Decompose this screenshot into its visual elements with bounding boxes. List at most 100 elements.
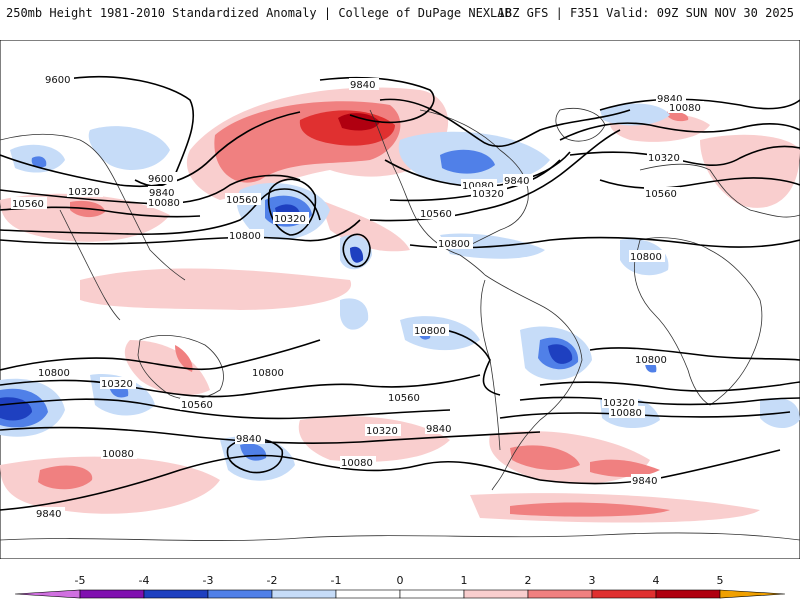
contour-label-10320: 10320 [603, 398, 635, 409]
anomaly-pos-atlantic-spot [665, 111, 689, 122]
contour-label-10080: 10080 [610, 408, 642, 419]
colorbar-bin [335, 589, 401, 599]
colorbar-bin [143, 589, 209, 599]
colorbar-tick-label: 1 [461, 574, 468, 587]
contour-10800-cutoff [342, 233, 371, 268]
colorbar-bin [591, 589, 657, 599]
anomaly-neg-east-pacific-south [340, 298, 369, 330]
contour-label-10560: 10560 [645, 189, 677, 200]
colorbar-bin [79, 589, 145, 599]
height-contours [0, 75, 800, 511]
colorbar-bin [271, 589, 337, 599]
colorbar-tick-label: -5 [75, 574, 86, 587]
contour-label-10560: 10560 [420, 209, 452, 220]
contour-10560-atlantic [599, 177, 800, 190]
anomaly-pos-south-atlantic-core [510, 445, 580, 471]
coast-asia [0, 133, 186, 321]
contour-10560-south-atlantic [539, 381, 800, 392]
colorbar-bin [527, 589, 593, 599]
contour-label-10800: 10800 [229, 231, 261, 242]
anomaly-neg-subtropical-pacific-core [350, 246, 364, 263]
contour-10320-south-atlantic [519, 396, 800, 406]
colorbar-bin [14, 589, 81, 599]
anomaly-neg-north-atlantic [600, 103, 670, 126]
colorbar-bin [463, 589, 529, 599]
contour-label-9840: 9840 [657, 94, 682, 105]
colorbar-bin [207, 589, 273, 599]
contour-9840-atlantic [599, 98, 800, 111]
colorbar-tick-label: -4 [139, 574, 150, 587]
contour-10560-pacific [0, 188, 321, 235]
contour-label-10560: 10560 [12, 199, 44, 210]
contour-label-10800: 10800 [414, 326, 446, 337]
contour-label-10560: 10560 [226, 195, 258, 206]
contour-10320-atlantic [569, 145, 800, 167]
anomaly-pos-southern-ocean-1-core [38, 465, 93, 490]
coast-north-america [369, 109, 529, 276]
contour-labels: 9600 9840 9840 10080 10320 9600 9840 100… [11, 73, 704, 520]
coastlines [0, 108, 800, 541]
coast-australia [137, 335, 224, 400]
contour-label-10800: 10800 [635, 355, 667, 366]
anomaly-pos-antarctic-core [590, 459, 660, 477]
contour-label-9840: 9840 [149, 188, 174, 199]
contour-label-9600: 9600 [148, 174, 173, 185]
contour-label-10080: 10080 [148, 198, 180, 209]
contour-10080-southern [0, 426, 541, 444]
anomaly-neg-northwest-pacific [88, 126, 170, 170]
anomaly-pos-australia [124, 340, 210, 396]
contour-label-10560: 10560 [181, 400, 213, 411]
contour-10800-southern-pacific [0, 339, 321, 371]
contour-label-9840: 9840 [36, 509, 61, 520]
contour-label-10320: 10320 [648, 153, 680, 164]
contour-10800-south-atlantic [589, 347, 800, 361]
anomaly-pos-southern-ocean-2 [298, 416, 450, 462]
coast-greenland [555, 108, 606, 142]
contour-10080-atlantic [559, 122, 800, 141]
colorbar-bin [399, 589, 465, 599]
contour-label-10080: 10080 [669, 103, 701, 114]
contour-label-10320: 10320 [366, 426, 398, 437]
contour-label-10080: 10080 [341, 458, 373, 469]
contour-label-9840: 9840 [426, 424, 451, 435]
anomaly-pos-australia-core [175, 345, 193, 372]
anomaly-pos-east-pacific [320, 200, 410, 252]
anomaly-pos-tropical-pacific [80, 268, 352, 310]
contour-label-10800: 10800 [630, 252, 662, 263]
model-run-info: 18Z GFS | F351 Valid: 09Z SUN NOV 30 202… [497, 6, 794, 20]
coast-europe [639, 163, 800, 218]
contour-label-10320: 10320 [472, 189, 504, 200]
colorbar-bin [655, 589, 721, 599]
colorbar-bin [719, 589, 786, 599]
contour-label-10080: 10080 [462, 181, 494, 192]
colorbar-tick-label: -1 [331, 574, 342, 587]
colorbar-tick-label: -3 [203, 574, 214, 587]
contour-label-10800: 10800 [38, 368, 70, 379]
contour-label-10320: 10320 [274, 214, 306, 225]
contour-10320-southern [0, 398, 451, 420]
contour-10800-mid [0, 219, 361, 245]
contour-10560-southern [0, 374, 481, 398]
colorbar: -5 -4 -3 -2 -1 0 1 2 3 4 5 [14, 574, 786, 599]
colorbar-tick-label: -2 [267, 574, 278, 587]
colorbar-bins [14, 589, 786, 599]
contour-label-9840: 9840 [632, 476, 657, 487]
contour-label-9840: 9840 [350, 80, 375, 91]
colorbar-tick-label: 0 [397, 574, 404, 587]
coast-africa [633, 237, 763, 406]
contour-label-10320: 10320 [101, 379, 133, 390]
anomaly-pos-europe [700, 134, 800, 208]
colorbar-tick-label: 3 [589, 574, 596, 587]
contour-label-10080: 10080 [102, 449, 134, 460]
contour-9840-southern [0, 454, 541, 511]
contour-label-9840: 9840 [236, 434, 261, 445]
contour-label-9840: 9840 [504, 176, 529, 187]
colorbar-tick-label: 5 [717, 574, 724, 587]
contour-label-9600: 9600 [45, 75, 70, 86]
anomaly-neg-canada-core [440, 149, 495, 174]
contour-9840-north-america [379, 98, 631, 148]
contour-10800-north-america [409, 236, 800, 249]
contour-label-10560: 10560 [388, 393, 420, 404]
contour-label-10800: 10800 [438, 239, 470, 250]
colorbar-tick-label: 4 [653, 574, 660, 587]
